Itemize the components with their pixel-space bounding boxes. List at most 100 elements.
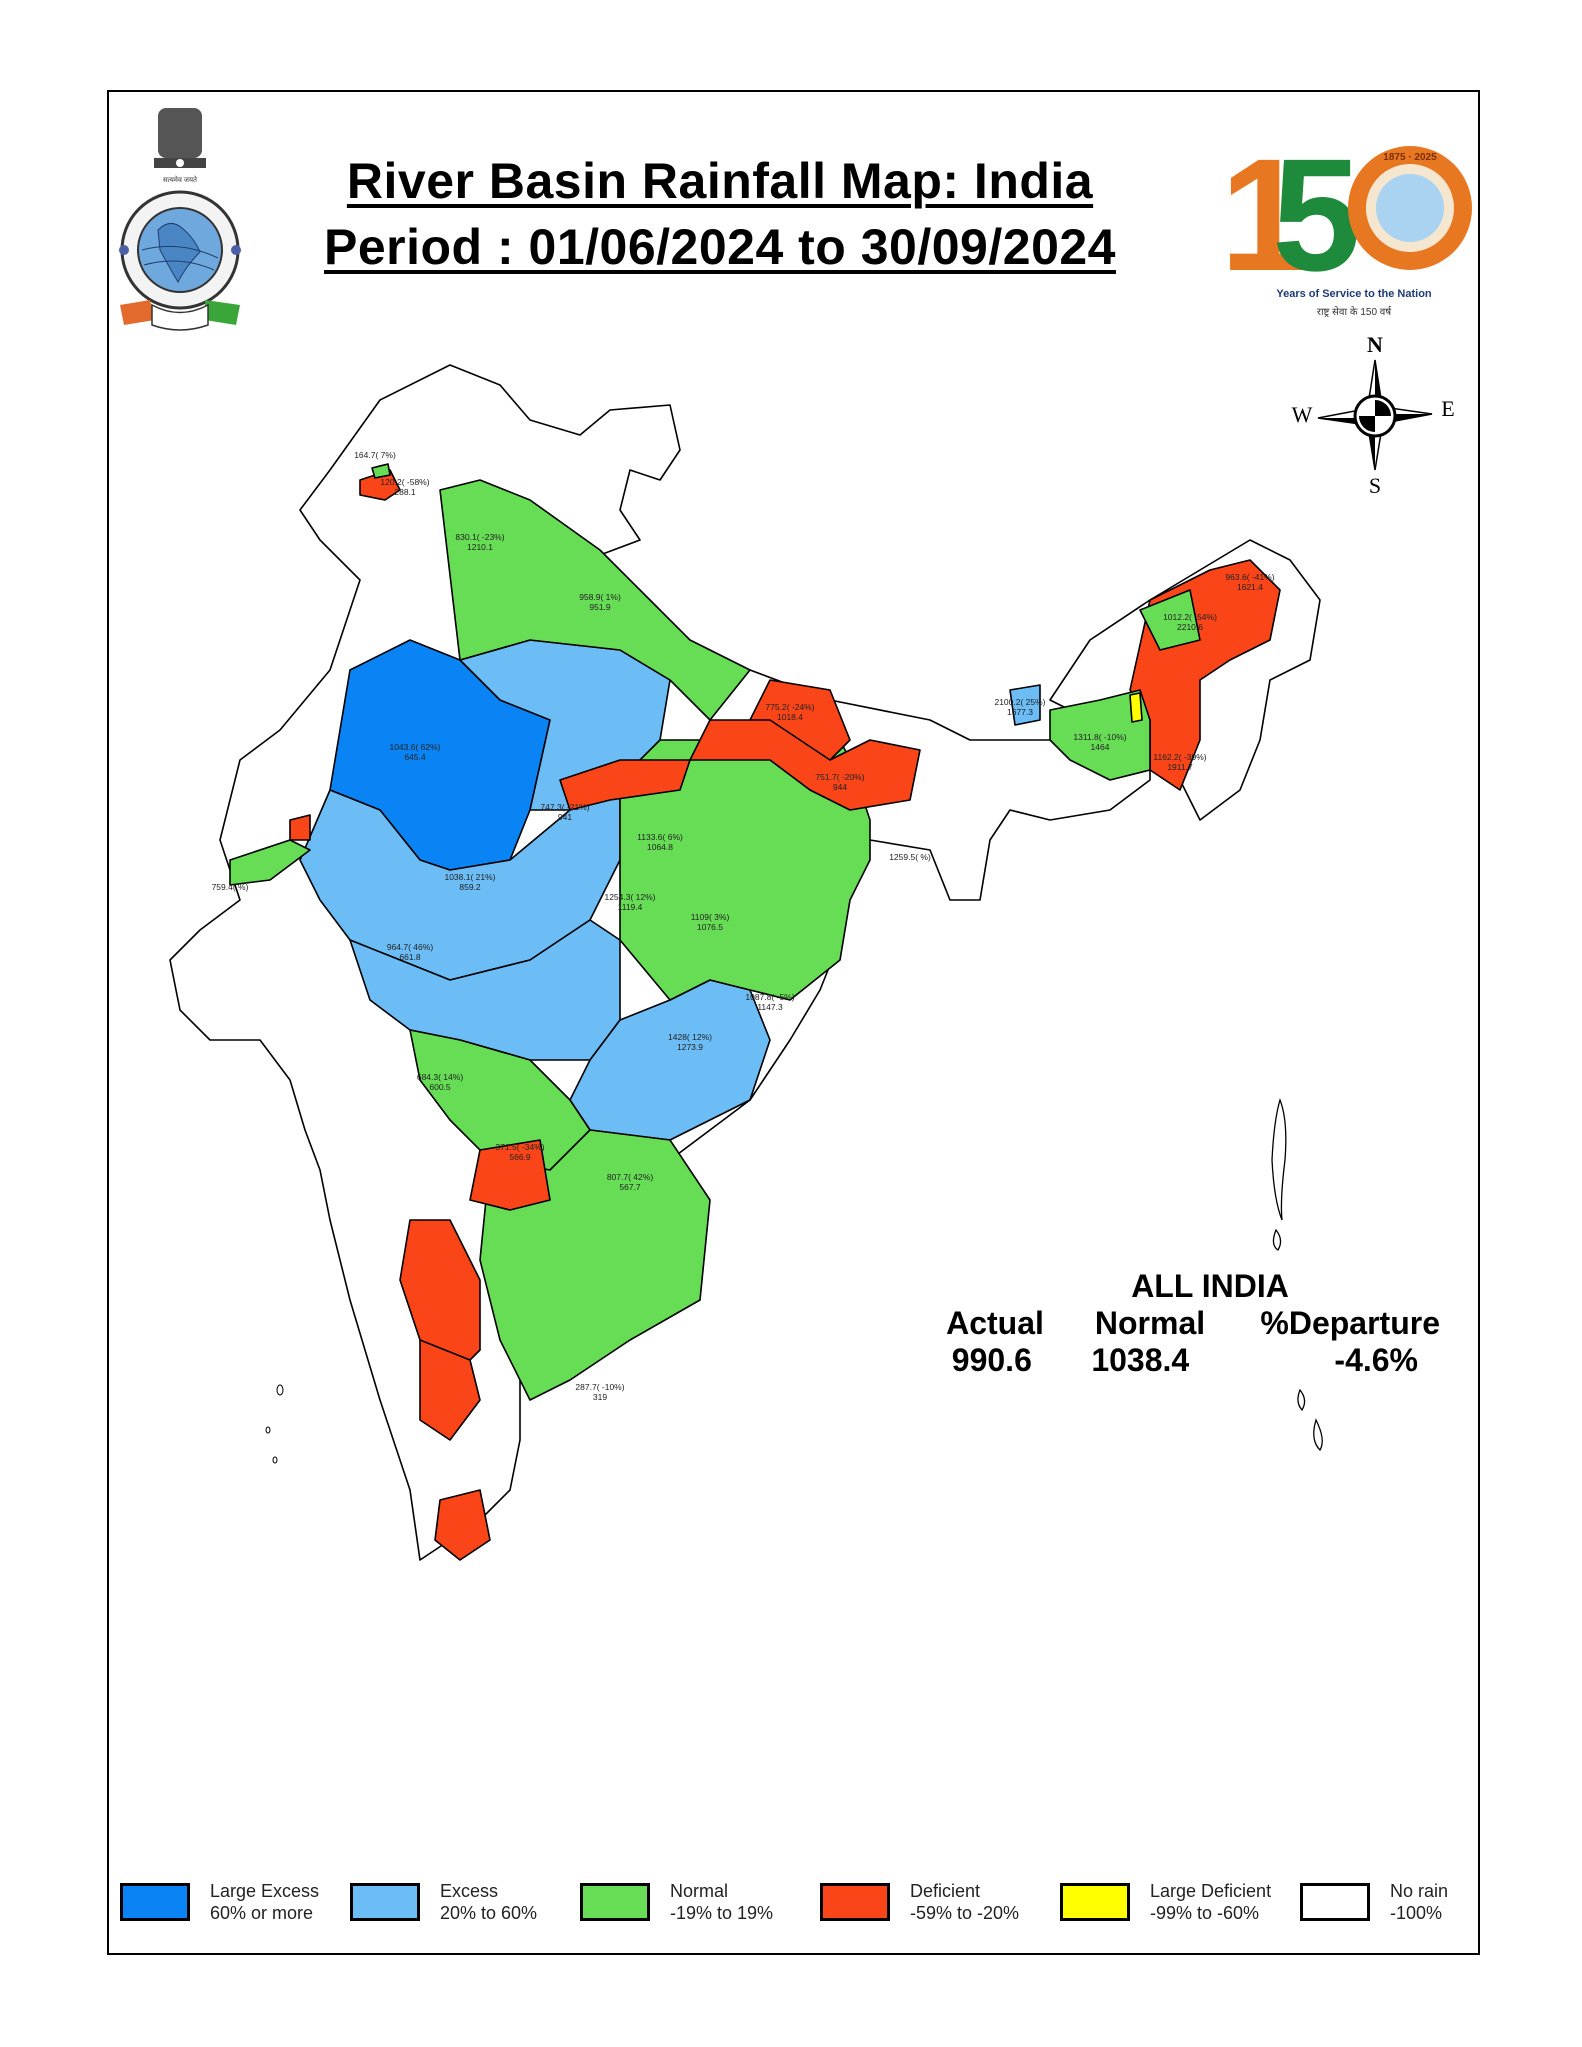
svg-text:1076.5: 1076.5 xyxy=(697,922,723,932)
svg-text:371.5( -34%): 371.5( -34%) xyxy=(495,1142,544,1152)
svg-text:1621.4: 1621.4 xyxy=(1237,582,1263,592)
basin-kutch-deficient xyxy=(289,814,311,841)
basin-mp-deficient xyxy=(559,759,691,811)
svg-text:1133.6( 6%): 1133.6( 6%) xyxy=(637,832,683,842)
legend-label: No rain xyxy=(1390,1881,1449,1901)
svg-text:2210.6: 2210.6 xyxy=(1177,622,1203,632)
summary-header-row: Actual Normal %Departure xyxy=(920,1305,1440,1342)
summary-col-actual: Actual xyxy=(946,1305,1044,1341)
svg-text:2100.2( 25%): 2100.2( 25%) xyxy=(994,697,1045,707)
svg-text:1018.4: 1018.4 xyxy=(777,712,803,722)
summary-value-row: 990.6 1038.4 -4.6% xyxy=(920,1342,1440,1379)
legend-swatch-normal xyxy=(580,1883,650,1921)
svg-text:1119.4: 1119.4 xyxy=(618,902,643,912)
basin-deccan-deficient xyxy=(469,1139,551,1211)
basin-labels: 1043.6( 62%) 645.4 164.7( 7%) 120.2( -58… xyxy=(212,450,1275,1402)
svg-text:958.9( 1%): 958.9( 1%) xyxy=(579,592,621,602)
basin-west-coast-deficient xyxy=(419,1339,481,1441)
svg-text:1273.9: 1273.9 xyxy=(677,1042,703,1052)
summary-col-normal: Normal xyxy=(1094,1305,1206,1341)
legend-swatch-deficient xyxy=(820,1883,890,1921)
svg-text:1038.1( 21%): 1038.1( 21%) xyxy=(444,872,495,882)
svg-text:941: 941 xyxy=(558,812,572,822)
anniv-caption-en: Years of Service to the Nation xyxy=(1276,288,1432,300)
legend-swatch-large-excess xyxy=(120,1883,190,1921)
svg-text:1012.2( -54%): 1012.2( -54%) xyxy=(1163,612,1217,622)
legend-label: Deficient xyxy=(910,1881,981,1901)
basin-up-deficient xyxy=(689,719,921,811)
svg-text:645.4: 645.4 xyxy=(404,752,426,762)
150-years-logo: 1 5 1875 · 2025 xyxy=(1220,125,1472,304)
svg-text:1109( 3%): 1109( 3%) xyxy=(691,912,730,922)
lakshadweep-islands xyxy=(265,1384,284,1464)
legend-item-excess: Excess 20% to 60% xyxy=(350,1880,537,1924)
svg-text:1677.3: 1677.3 xyxy=(1007,707,1033,717)
legend-range: -59% to -20% xyxy=(910,1903,1020,1923)
map-frame xyxy=(107,90,1480,1955)
svg-text:1464: 1464 xyxy=(1091,742,1110,752)
legend-range: 20% to 60% xyxy=(440,1903,538,1923)
all-india-summary: ALL INDIA Actual Normal %Departure 990.6… xyxy=(920,1268,1440,1379)
svg-text:807.7( 42%): 807.7( 42%) xyxy=(607,1172,653,1182)
legend-swatch-excess xyxy=(350,1883,420,1921)
svg-text:566.9: 566.9 xyxy=(509,1152,531,1162)
svg-text:1: 1 xyxy=(1220,125,1309,304)
svg-text:830.1( -23%): 830.1( -23%) xyxy=(455,532,504,542)
legend-range: -19% to 19% xyxy=(670,1903,774,1923)
summary-actual-value: 990.6 xyxy=(951,1342,1032,1378)
basin-gujarat-excess xyxy=(299,779,621,981)
legend-label: Large Deficient xyxy=(1150,1881,1272,1901)
summary-col-departure: %Departure xyxy=(1260,1305,1440,1341)
legend-range: -100% xyxy=(1390,1903,1443,1923)
summary-title: ALL INDIA xyxy=(1131,1268,1289,1304)
svg-text:1087.8( -5%): 1087.8( -5%) xyxy=(745,992,794,1002)
legend-item-deficient: Deficient -59% to -20% xyxy=(820,1880,1019,1924)
svg-text:759.4( %): 759.4( %) xyxy=(212,882,249,892)
legend: Large Excess 60% or more Excess 20% to 60%… xyxy=(120,1880,1470,1940)
svg-text:1254.3( 12%): 1254.3( 12%) xyxy=(604,892,655,902)
svg-text:963.6( -41%): 963.6( -41%) xyxy=(1225,572,1274,582)
svg-text:5: 5 xyxy=(1272,125,1361,304)
legend-range: 60% or more xyxy=(210,1903,314,1923)
legend-swatch-large-deficient xyxy=(1060,1883,1130,1921)
basin-ne-normal-2 xyxy=(1139,589,1201,651)
basin-saurashtra-normal xyxy=(229,839,311,886)
svg-text:N: N xyxy=(1367,332,1383,357)
compass-rose-icon: N S W E xyxy=(1292,332,1455,498)
svg-text:859.2: 859.2 xyxy=(459,882,481,892)
svg-text:287.7( -10%): 287.7( -10%) xyxy=(575,1382,624,1392)
legend-label: Normal xyxy=(670,1881,729,1901)
imd-logo: सत्यमेव जयते xyxy=(119,108,241,331)
legend-range: -99% to -60% xyxy=(1150,1903,1260,1923)
svg-text:W: W xyxy=(1292,402,1313,427)
svg-text:944: 944 xyxy=(833,782,847,792)
legend-swatch-no-rain xyxy=(1300,1883,1370,1921)
summary-normal-value: 1038.4 xyxy=(1091,1342,1190,1378)
svg-text:1162.2( -39%): 1162.2( -39%) xyxy=(1153,752,1206,762)
basin-ne-large-deficient xyxy=(1129,692,1143,723)
svg-text:1043.6( 62%): 1043.6( 62%) xyxy=(389,742,440,752)
svg-text:751.7( -20%): 751.7( -20%) xyxy=(815,772,864,782)
ashoka-emblem-icon: सत्यमेव जयते xyxy=(154,108,206,184)
svg-text:747.3( -21%): 747.3( -21%) xyxy=(540,802,589,812)
svg-text:661.8: 661.8 xyxy=(399,952,421,962)
svg-text:1311.8( -10%): 1311.8( -10%) xyxy=(1073,732,1126,742)
svg-text:319: 319 xyxy=(593,1392,607,1402)
svg-text:1911.7: 1911.7 xyxy=(1167,762,1193,772)
basin-ne-normal xyxy=(1049,689,1151,781)
legend-item-large-deficient: Large Deficient -99% to -60% xyxy=(1060,1880,1271,1924)
svg-text:S: S xyxy=(1369,473,1381,498)
andaman-islands xyxy=(1271,1098,1323,1452)
svg-text:1428( 12%): 1428( 12%) xyxy=(668,1032,712,1042)
svg-text:E: E xyxy=(1441,396,1454,421)
basin-ganga-normal xyxy=(439,479,751,721)
svg-text:288.1: 288.1 xyxy=(394,487,416,497)
anniv-caption-hi: राष्ट्र सेवा के 150 वर्ष xyxy=(1316,307,1392,318)
svg-text:120.2( -58%): 120.2( -58%) xyxy=(380,477,429,487)
legend-label: Large Excess xyxy=(210,1881,320,1901)
svg-text:600.5: 600.5 xyxy=(429,1082,451,1092)
summary-departure-value: -4.6% xyxy=(1334,1342,1418,1378)
svg-text:1064.8: 1064.8 xyxy=(647,842,673,852)
svg-text:164.7( 7%): 164.7( 7%) xyxy=(354,450,396,460)
svg-text:567.7: 567.7 xyxy=(619,1182,641,1192)
